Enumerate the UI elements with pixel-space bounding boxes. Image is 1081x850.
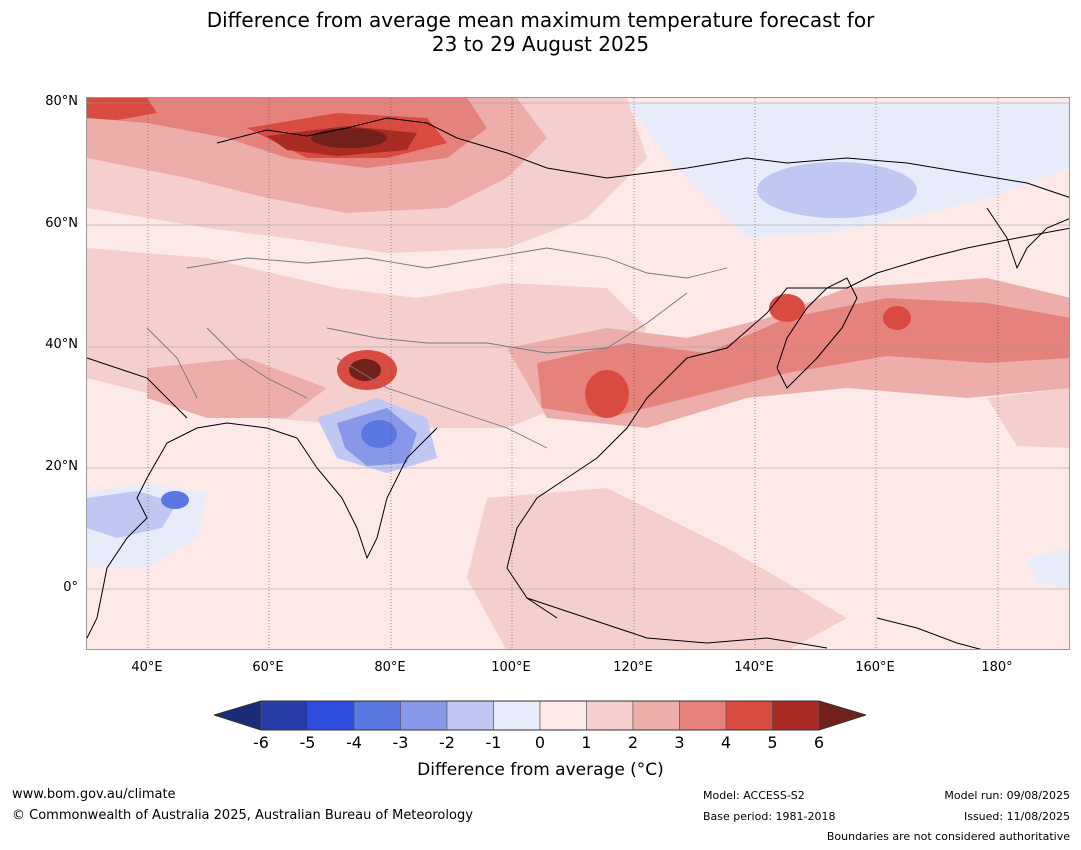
footer-boundaries-note: Boundaries are not considered authoritat…	[826, 830, 1070, 843]
colorbar-cell	[632, 700, 680, 731]
colorbar-tick-label: -1	[485, 733, 502, 752]
longitude-gridlines	[147, 98, 999, 649]
footer-url[interactable]: www.bom.gov.au/climate	[12, 787, 176, 802]
anomaly-region-coolest-arabia	[161, 491, 189, 509]
country-borders	[146, 247, 728, 449]
colorbar-tick-label: -2	[439, 733, 455, 752]
footer-model-run: Model run: 09/08/2025	[944, 789, 1070, 802]
lon-label-100e: 100°E	[491, 660, 531, 675]
lat-label-80n: 80°N	[45, 94, 78, 109]
lon-label-60e: 60°E	[252, 660, 284, 675]
anomaly-region-cool-siberia	[757, 162, 917, 218]
lon-label-40e: 40°E	[131, 660, 163, 675]
colorbar	[214, 700, 866, 731]
colorbar-tick-label: -6	[253, 733, 269, 752]
colorbar-cell	[353, 700, 401, 731]
colorbar-tick-label: -3	[392, 733, 409, 752]
anomaly-region-warm-maritime	[467, 488, 847, 649]
footer-model: Model: ACCESS-S2	[703, 789, 805, 802]
colorbar-tick-label: 3	[674, 733, 685, 752]
colorbar-tick-label: 5	[767, 733, 778, 752]
anomaly-region-extreme-tibet	[349, 359, 381, 381]
colorbar-cell	[679, 700, 727, 731]
colorbar-cells	[260, 700, 820, 731]
anomaly-region-coolest-india	[361, 420, 397, 448]
colorbar-over-arrow	[819, 701, 866, 730]
colorbar-tick-label: 0	[534, 733, 546, 752]
lon-label-180: 180°	[981, 660, 1013, 675]
lon-label-120e: 120°E	[613, 660, 653, 675]
coastlines	[87, 117, 1069, 649]
latitude-gridlines	[87, 102, 1069, 590]
anomaly-region-hot-china	[537, 298, 1069, 418]
lat-label-40n: 40°N	[45, 337, 78, 352]
lat-label-60n: 60°N	[45, 216, 78, 231]
anomaly-region-warm-mideast	[147, 358, 327, 418]
colorbar-cell	[725, 700, 773, 731]
colorbar-tick-label: 4	[720, 733, 732, 752]
footer-base-period: Base period: 1981-2018	[703, 810, 836, 823]
colorbar-tick-label: 1	[581, 733, 592, 752]
lon-label-140e: 140°E	[734, 660, 774, 675]
colorbar-tick-label: 2	[627, 733, 639, 752]
colorbar-tick-label: -5	[299, 733, 316, 752]
anomaly-region-cool-pacific	[1027, 548, 1069, 588]
anomaly-region-hotter-pacific	[883, 306, 911, 330]
colorbar-tick-label: -4	[346, 733, 362, 752]
lon-label-80e: 80°E	[374, 660, 406, 675]
anomaly-region-cooler-arabia	[87, 491, 177, 538]
colorbar-cell	[260, 700, 308, 731]
footer-copyright: © Commonwealth of Australia 2025, Austra…	[12, 808, 473, 823]
colorbar-cell	[493, 700, 541, 731]
map-canvas	[87, 98, 1069, 649]
colorbar-cell	[400, 700, 448, 731]
colorbar-cell	[586, 700, 634, 731]
lon-label-160e: 160°E	[855, 660, 895, 675]
anomaly-region-hot-arctic-west	[87, 98, 157, 120]
footer-issued: Issued: 11/08/2025	[963, 810, 1070, 823]
colorbar-cell	[307, 700, 355, 731]
temperature-anomaly-map	[86, 97, 1070, 650]
colorbar-tick-label: 6	[813, 733, 825, 752]
lat-label-20n: 20°N	[45, 459, 78, 474]
title-line-1: Difference from average mean maximum tem…	[206, 8, 875, 32]
colorbar-cell	[539, 700, 587, 731]
anomaly-region-warm-pacific-east	[987, 388, 1069, 448]
colorbar-under-arrow	[214, 701, 261, 730]
colorbar-cell	[446, 700, 494, 731]
colorbar-title: Difference from average (°C)	[417, 760, 664, 780]
title-line-2: 23 to 29 August 2025	[431, 32, 650, 56]
anomaly-region-extreme-russia	[311, 128, 387, 148]
anomaly-region-hotter-china	[585, 370, 629, 418]
colorbar-cell	[772, 700, 820, 731]
lat-label-0: 0°	[63, 580, 78, 595]
map-title: Difference from average mean maximum tem…	[0, 8, 1081, 56]
anomaly-region-hotter-japan	[769, 294, 805, 322]
